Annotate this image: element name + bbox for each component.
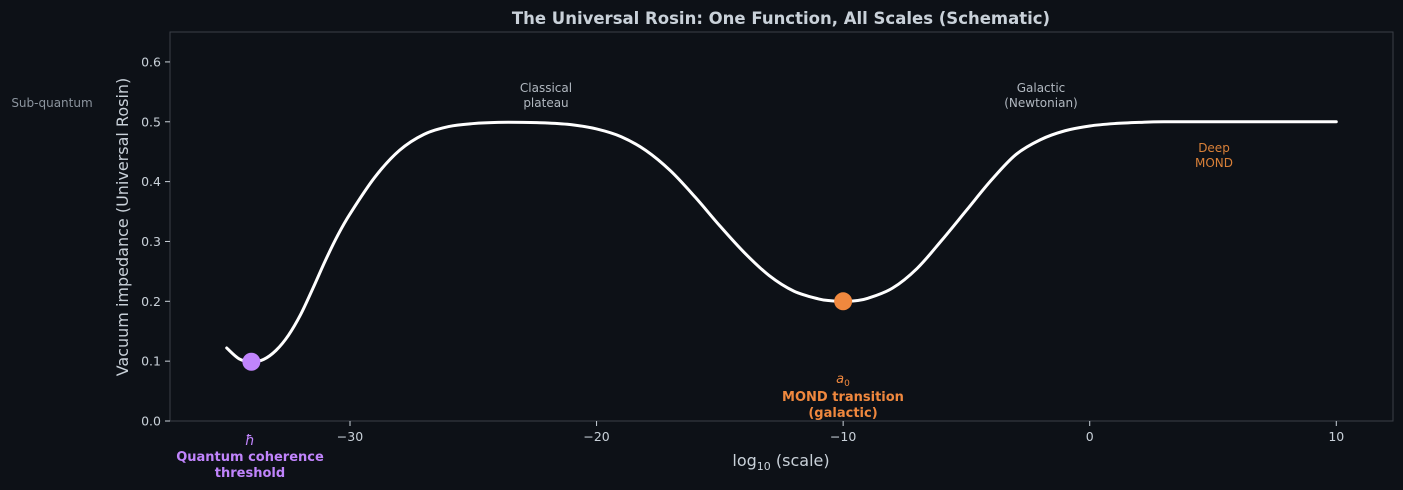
y-axis-label: Vacuum impedance (Universal Rosin) xyxy=(113,78,132,377)
y-tick-label: 0.2 xyxy=(141,294,161,309)
x-tick-label: −10 xyxy=(830,429,856,444)
hbar-label-line2: threshold xyxy=(215,466,285,481)
deep-mond-annotation-line2: MOND xyxy=(1195,156,1233,170)
a0-symbol-subscript: 0 xyxy=(844,379,850,389)
y-tick-label: 0.6 xyxy=(141,54,161,69)
y-tick-label: 0.5 xyxy=(141,114,161,129)
a0-marker xyxy=(834,292,853,311)
galactic-annotation-line2: (Newtonian) xyxy=(1004,96,1077,110)
y-tick-label: 0.0 xyxy=(141,414,161,429)
hbar-symbol: ħ xyxy=(245,433,255,449)
hbar-marker xyxy=(242,352,261,371)
a0-label-line1: MOND transition xyxy=(782,390,904,405)
x-axis-label-subscript: 10 xyxy=(757,460,771,473)
y-ticks: 0.0 0.1 0.2 0.3 0.4 0.5 0.6 xyxy=(141,54,170,429)
x-axis-label-prefix: log xyxy=(732,451,756,470)
x-axis-label-suffix: (scale) xyxy=(771,451,830,470)
classical-plateau-annotation-line2: plateau xyxy=(523,96,568,110)
a0-label-line2: (galactic) xyxy=(808,406,877,421)
x-axis-label: log10 (scale) xyxy=(732,451,829,473)
hbar-label-line1: Quantum coherence xyxy=(176,450,324,465)
galactic-annotation-line1: Galactic xyxy=(1017,81,1066,95)
x-tick-label: 10 xyxy=(1328,429,1344,444)
plot-area xyxy=(169,31,1394,422)
a0-symbol: a0 xyxy=(836,372,850,389)
a0-symbol-base: a xyxy=(836,372,844,387)
y-tick-label: 0.4 xyxy=(141,174,161,189)
classical-plateau-annotation-line1: Classical xyxy=(520,81,572,95)
deep-mond-annotation-line1: Deep xyxy=(1198,141,1230,155)
x-ticks: −30 −20 −10 0 10 xyxy=(337,421,1344,444)
rosin-curve xyxy=(225,120,1338,364)
x-tick-label: −30 xyxy=(337,429,363,444)
sub-quantum-annotation: Sub-quantum xyxy=(11,96,92,110)
x-tick-label: −20 xyxy=(583,429,609,444)
chart-title: The Universal Rosin: One Function, All S… xyxy=(512,9,1050,28)
y-tick-label: 0.3 xyxy=(141,234,161,249)
y-tick-label: 0.1 xyxy=(141,354,161,369)
x-tick-label: 0 xyxy=(1086,429,1094,444)
